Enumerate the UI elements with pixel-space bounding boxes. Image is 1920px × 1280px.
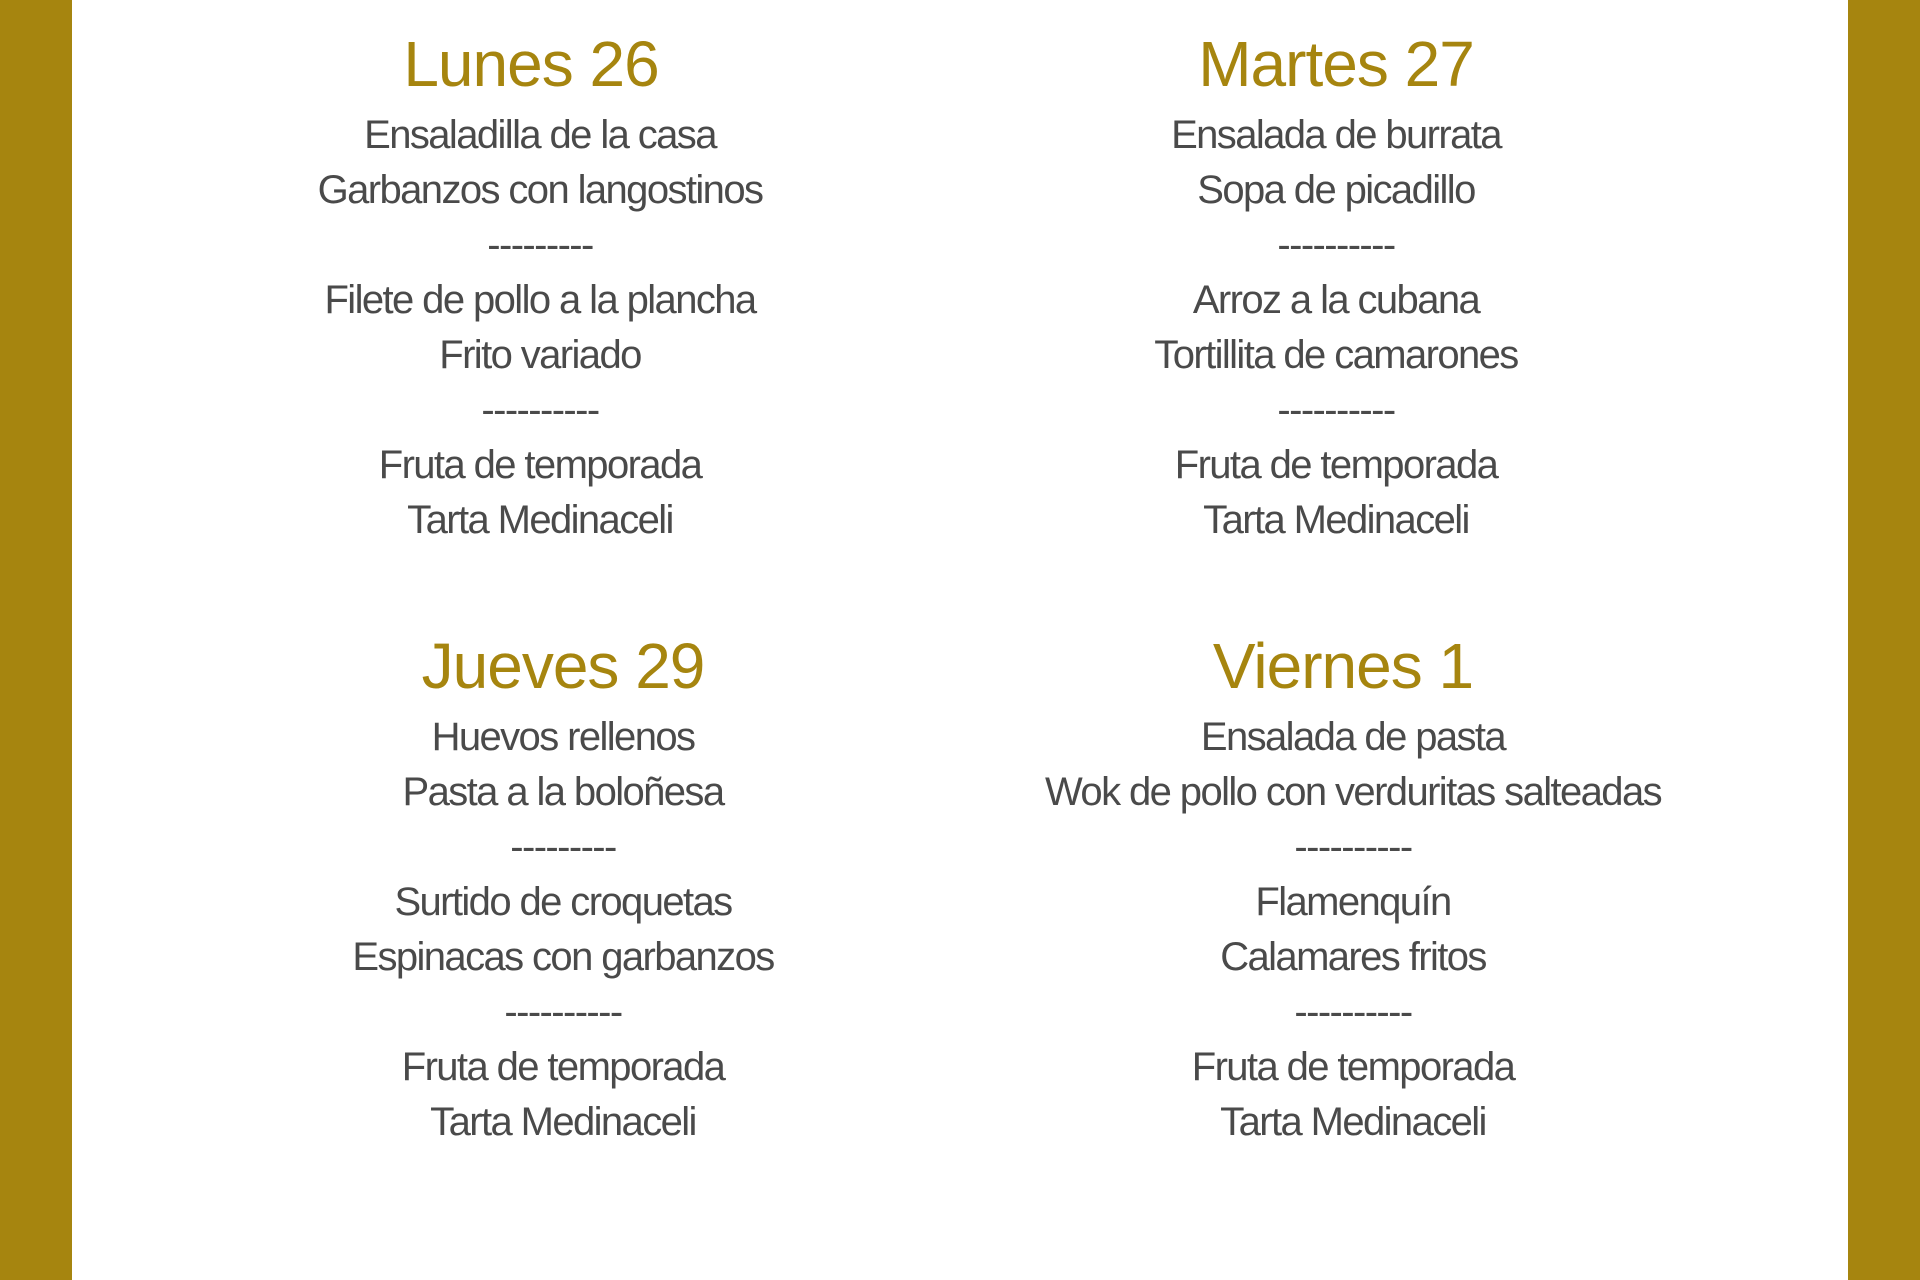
day-title: Martes 27 xyxy=(1198,28,1475,100)
day-menu-viernes: Viernes 1 Ensalada de pasta Wok de pollo … xyxy=(903,626,1803,1150)
menu-items: Ensaladilla de la casa Garbanzos con lang… xyxy=(90,108,990,548)
menu-items: Ensalada de pasta Wok de pollo con verdur… xyxy=(903,710,1803,1150)
menu-item: Sopa de picadillo xyxy=(1197,168,1476,212)
menu-item: Garbanzos con langostinos xyxy=(317,168,764,212)
course-separator: ---------- xyxy=(1277,388,1396,432)
menu-item: Huevos rellenos xyxy=(431,715,696,759)
menu-item: Ensaladilla de la casa xyxy=(364,113,717,157)
course-separator: --------- xyxy=(487,223,594,267)
course-separator: --------- xyxy=(510,825,617,869)
menu-item: Tortillita de camarones xyxy=(1154,333,1519,377)
menu-item: Tarta Medinaceli xyxy=(407,498,674,542)
menu-item: Pasta a la boloñesa xyxy=(402,770,726,814)
day-menu-martes: Martes 27 Ensalada de burrata Sopa de pic… xyxy=(886,24,1786,548)
menu-item: Tarta Medinaceli xyxy=(1220,1100,1487,1144)
menu-item: Arroz a la cubana xyxy=(1192,278,1481,322)
menu-item: Fruta de temporada xyxy=(401,1045,726,1089)
day-title: Jueves 29 xyxy=(421,630,706,702)
day-menu-lunes: Lunes 26 Ensaladilla de la casa Garbanzos… xyxy=(90,24,990,548)
menu-item: Filete de pollo a la plancha xyxy=(324,278,757,322)
menu-item: Wok de pollo con verduritas salteadas xyxy=(1045,770,1663,814)
menu-item: Ensalada de burrata xyxy=(1171,113,1502,157)
menu-item: Tarta Medinaceli xyxy=(1203,498,1470,542)
menu-items: Ensalada de burrata Sopa de picadillo ----… xyxy=(886,108,1786,548)
menu-items: Huevos rellenos Pasta a la boloñesa ------… xyxy=(113,710,1013,1150)
menu-item: Surtido de croquetas xyxy=(394,880,733,924)
menu-item: Ensalada de pasta xyxy=(1200,715,1507,759)
right-gold-border xyxy=(1848,0,1920,1280)
menu-item: Tarta Medinaceli xyxy=(430,1100,697,1144)
course-separator: ---------- xyxy=(481,388,600,432)
left-gold-border xyxy=(0,0,72,1280)
course-separator: ---------- xyxy=(1294,825,1413,869)
course-separator: ---------- xyxy=(1294,990,1413,1034)
menu-item: Fruta de temporada xyxy=(1174,443,1499,487)
course-separator: ---------- xyxy=(1277,223,1396,267)
menu-item: Espinacas con garbanzos xyxy=(352,935,775,979)
menu-item: Fruta de temporada xyxy=(1191,1045,1516,1089)
course-separator: ---------- xyxy=(504,990,623,1034)
day-title: Lunes 26 xyxy=(403,28,659,100)
menu-item: Flamenquín xyxy=(1255,880,1452,924)
day-title: Viernes 1 xyxy=(1212,630,1474,702)
menu-item: Fruta de temporada xyxy=(378,443,703,487)
menu-item: Calamares fritos xyxy=(1220,935,1487,979)
day-menu-jueves: Jueves 29 Huevos rellenos Pasta a la bolo… xyxy=(113,626,1013,1150)
menu-item: Frito variado xyxy=(439,333,642,377)
